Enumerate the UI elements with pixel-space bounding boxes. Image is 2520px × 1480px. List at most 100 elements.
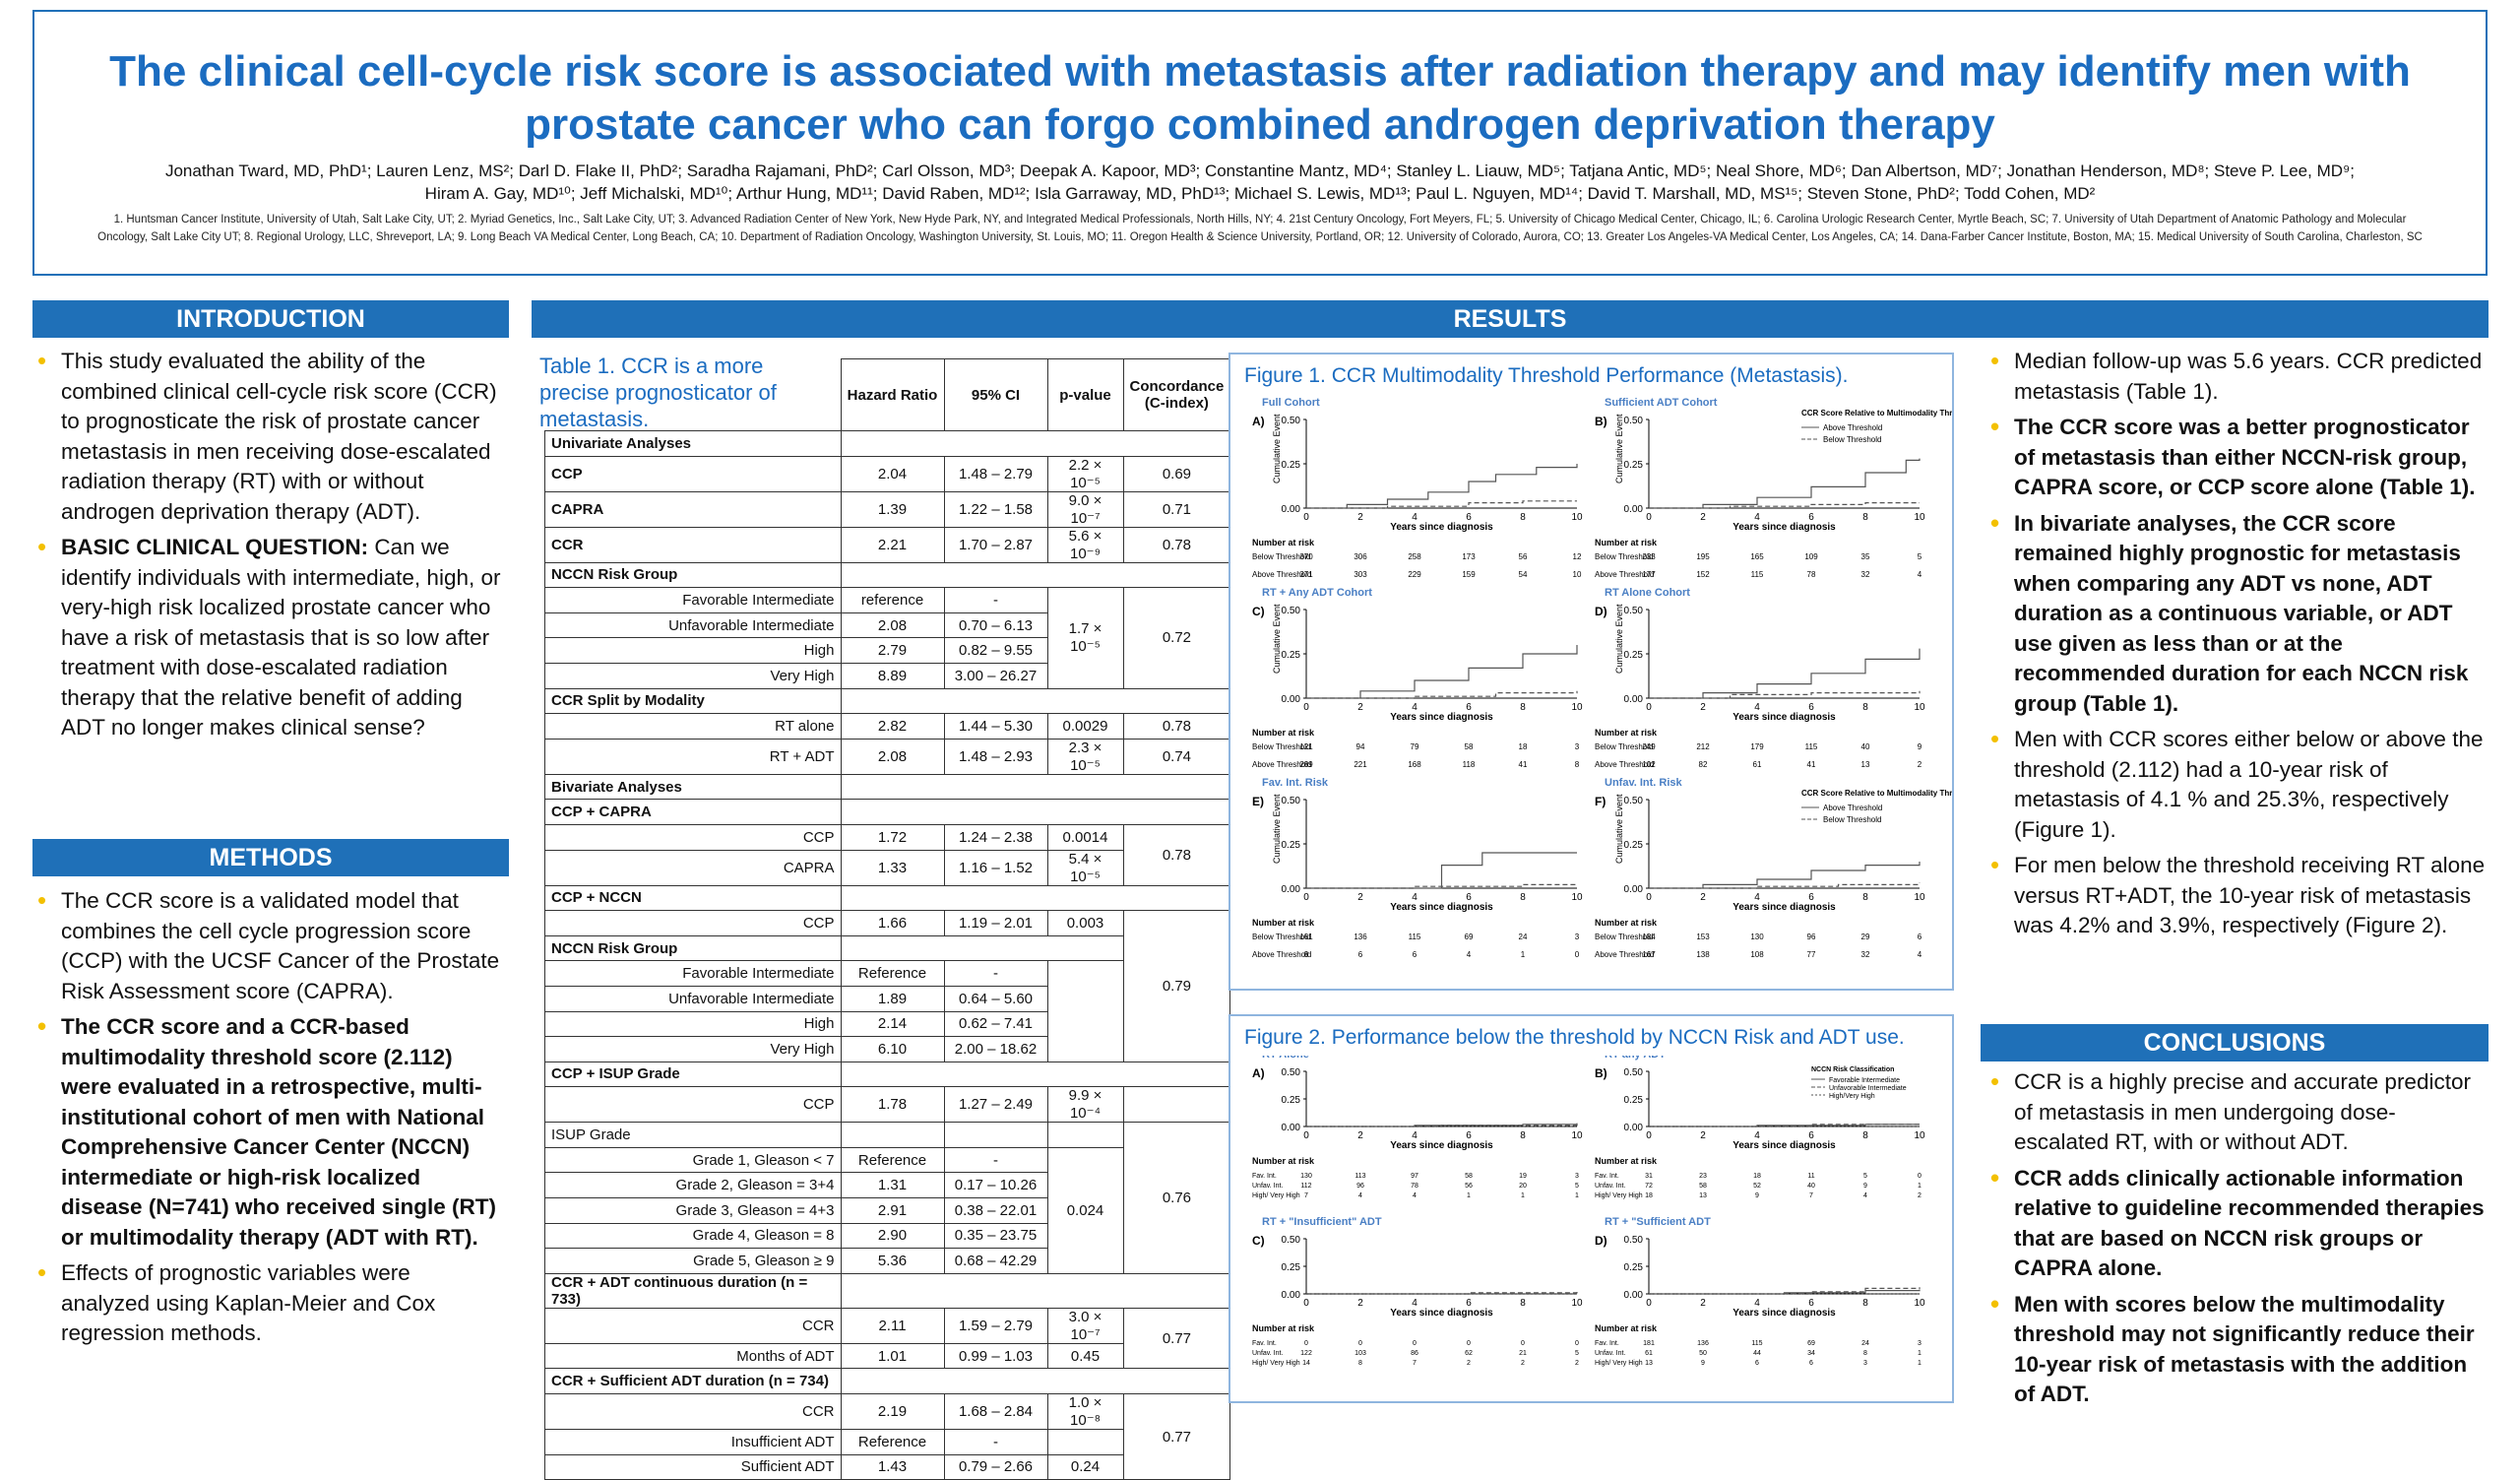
legend-label: Favorable Intermediate [1829, 1077, 1900, 1084]
table-cell [840, 1272, 1231, 1309]
x-tick-label: 2 [1700, 512, 1706, 523]
risk-count: 6 [1413, 950, 1418, 959]
legend-label: High/Very High [1829, 1093, 1875, 1100]
y-tick-label: 0.50 [1282, 1235, 1301, 1246]
y-tick-label: 0.25 [1624, 1262, 1644, 1273]
risk-count: 0 [1521, 1340, 1525, 1347]
risk-count: 3 [1918, 1340, 1922, 1347]
risk-count: 18 [1519, 742, 1528, 751]
table-row: Very High 8.89 3.00 – 26.27 [544, 662, 1230, 689]
risk-count: 3 [1575, 933, 1580, 941]
x-tick-label: 8 [1520, 1130, 1526, 1141]
risk-count: 96 [1807, 933, 1816, 941]
risk-count: 44 [1753, 1350, 1761, 1357]
table-row: CAPRA 1.39 1.22 – 1.58 9.0 × 10⁻⁷ 0.71 [544, 490, 1231, 528]
risk-row-label: Below Threshold [1595, 552, 1653, 561]
bullet-item: For men below the threshold receiving RT… [1988, 850, 2490, 941]
risk-count: 179 [1750, 742, 1764, 751]
y-tick-label: 0.00 [1282, 884, 1301, 895]
table-cell: 0.74 [1122, 738, 1231, 775]
figure-2: Figure 2. Performance below the threshol… [1228, 1014, 1954, 1403]
table-cell: Sufficient ADT [544, 1453, 842, 1480]
y-tick-label: 0.50 [1282, 796, 1301, 806]
risk-count: 82 [1699, 760, 1708, 769]
risk-table-label: Number at risk [1252, 728, 1315, 738]
risk-row-label: Unfav. Int. [1595, 1183, 1625, 1190]
x-tick-label: 4 [1754, 892, 1760, 903]
risk-count: 138 [1696, 950, 1710, 959]
x-tick-label: 6 [1466, 892, 1472, 903]
x-tick-label: 4 [1412, 1130, 1418, 1141]
risk-count: 112 [1300, 1183, 1311, 1190]
bullet-item: In bivariate analyses, the CCR score rem… [1988, 508, 2490, 720]
y-axis-label: Cumulative Event [1272, 794, 1282, 864]
table-cell: 0.003 [1046, 910, 1124, 936]
risk-count: 13 [1861, 760, 1870, 769]
x-tick-label: 4 [1412, 702, 1418, 713]
table-cell: 0.79 [1122, 910, 1231, 1062]
ccr-table: Hazard Ratio 95% CI p-value Concordance … [544, 358, 1231, 1480]
risk-count: 18 [1645, 1192, 1653, 1199]
table-cell: High [544, 1010, 842, 1038]
x-tick-label: 4 [1754, 702, 1760, 713]
y-tick-label: 0.00 [1624, 504, 1644, 515]
risk-table-label: Number at risk [1595, 538, 1658, 547]
legend-title: CCR Score Relative to Multimodality Thre… [1801, 409, 1952, 418]
risk-count: 9 [1918, 742, 1922, 751]
table-cell: - [943, 1146, 1048, 1174]
risk-count: 5 [1575, 1183, 1579, 1190]
risk-row-label: Fav. Int. [1595, 1173, 1619, 1180]
risk-count: 4 [1918, 570, 1922, 579]
panel-title: Sufficient ADT Cohort [1605, 397, 1718, 409]
table-cell: NCCN Risk Group [544, 561, 842, 589]
panel-letter: C) [1252, 605, 1265, 618]
risk-count: 184 [1642, 933, 1656, 941]
y-tick-label: 0.00 [1282, 504, 1301, 515]
risk-count: 229 [1408, 570, 1421, 579]
x-axis-label: Years since diagnosis [1732, 522, 1836, 533]
panel-letter: A) [1252, 1066, 1265, 1080]
y-tick-label: 0.50 [1282, 416, 1301, 426]
y-axis-label: Cumulative Event [1614, 794, 1624, 864]
risk-count: 161 [1299, 933, 1313, 941]
x-tick-label: 4 [1754, 1298, 1760, 1309]
table-cell: 0.35 – 23.75 [943, 1222, 1048, 1250]
table-cell [840, 884, 1231, 912]
risk-count: 6 [1358, 950, 1363, 959]
table-cell: RT alone [544, 713, 842, 740]
y-tick-label: 0.50 [1282, 1067, 1301, 1078]
x-tick-label: 2 [1357, 512, 1363, 523]
table-row: CCR 2.11 1.59 – 2.79 3.0 × 10⁻⁷ 0.77 [544, 1307, 1231, 1370]
table-cell: Grade 2, Gleason = 3+4 [544, 1172, 842, 1199]
conclusions-body: CCR is a highly precise and accurate pre… [1988, 1066, 2490, 1416]
table-cell: 9.9 × 10⁻⁴ [1046, 1086, 1124, 1124]
x-tick-label: 4 [1754, 1130, 1760, 1141]
risk-count: 19 [1519, 1173, 1527, 1180]
table-cell: RT + ADT [544, 738, 842, 775]
table-cell: 2.00 – 18.62 [943, 1036, 1048, 1062]
table-cell: CAPRA [544, 849, 842, 886]
risk-count: 56 [1519, 552, 1528, 561]
risk-count: 1 [1918, 1183, 1922, 1190]
risk-row-label: Below Threshold [1252, 552, 1310, 561]
x-tick-label: 0 [1303, 1130, 1309, 1141]
km-curve [1306, 690, 1578, 699]
table-cell: 0.77 [1122, 1393, 1231, 1480]
risk-row-label: Below Threshold [1595, 933, 1653, 941]
risk-count: 0 [1304, 1340, 1308, 1347]
table-cell: CCP [544, 823, 842, 851]
x-tick-label: 10 [1914, 1298, 1925, 1309]
risk-count: 103 [1354, 1350, 1366, 1357]
risk-count: 50 [1699, 1350, 1707, 1357]
panel-letter: D) [1595, 1234, 1607, 1248]
risk-row-label: High/ Very High [1595, 1360, 1643, 1367]
table-cell: - [943, 960, 1048, 987]
table-row: NCCN Risk Group [544, 561, 1231, 589]
panel-letter: E) [1252, 795, 1264, 808]
table-cell: 2.79 [840, 637, 945, 664]
table-cell: 2.11 [840, 1307, 945, 1344]
x-tick-label: 10 [1914, 512, 1925, 523]
